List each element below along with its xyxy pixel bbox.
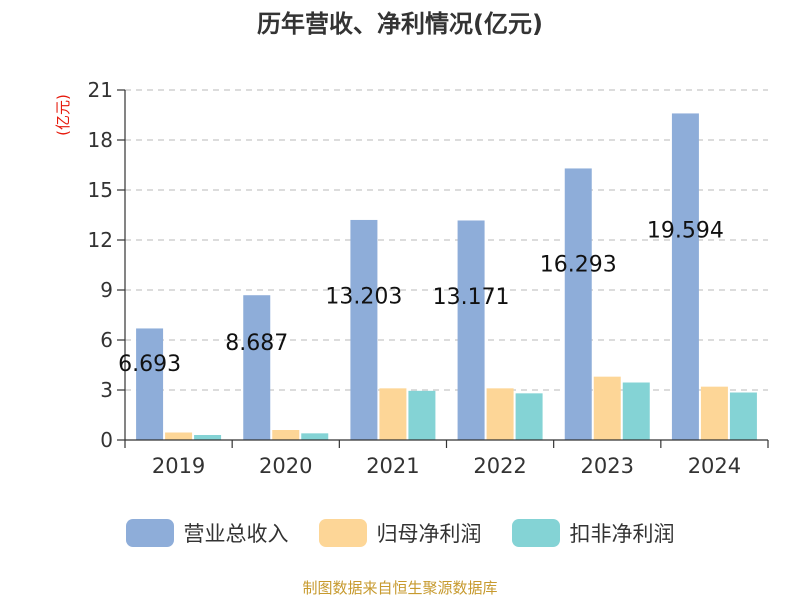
grid-lines [125,89,768,391]
bar-deducted-net-profit[interactable] [622,382,650,441]
y-tick-label: 18 [88,128,113,152]
x-tick-label: 2020 [259,454,312,478]
x-tick-label: 2021 [366,454,419,478]
data-label: 13.203 [325,285,402,310]
bar-deducted-net-profit[interactable] [515,393,543,440]
data-label: 8.687 [225,331,288,356]
bar-parent-net-profit[interactable] [272,430,300,440]
y-tick-label: 21 [88,78,113,102]
y-tick-label: 3 [100,378,113,402]
bar-parent-net-profit[interactable] [486,388,514,440]
bar-deducted-net-profit[interactable] [408,390,436,440]
x-tick-label: 2019 [152,454,205,478]
bar-revenue[interactable] [136,328,164,440]
y-axis-unit-label: (亿元) [54,94,72,136]
bar-parent-net-profit[interactable] [165,432,193,441]
legend: 营业总收入 归母净利润 扣非净利润 [0,518,800,548]
data-labels: 6.693 8.687 13.203 13.171 16.293 19.594 [118,219,724,377]
y-tick-label: 6 [100,328,113,352]
chart-title: 历年营收、净利情况(亿元) [257,10,543,38]
y-tick-label: 9 [100,278,113,302]
data-label: 19.594 [647,219,724,244]
legend-swatch-parent-net-profit [318,519,367,547]
x-tick-label: 2024 [688,454,741,478]
data-label: 6.693 [118,352,181,377]
data-label: 13.171 [433,285,510,310]
data-label: 16.293 [540,253,617,278]
y-tick-label: 15 [88,178,113,202]
legend-item-deducted-net-profit[interactable]: 扣非净利润 [511,518,675,548]
axes: 0 3 6 9 12 15 18 21 (亿元) 2019 2020 2021 2022 2023 2024 [54,78,769,478]
legend-swatch-deducted-net-profit [511,519,560,547]
bar-revenue[interactable] [671,113,699,440]
bar-parent-net-profit[interactable] [593,376,621,440]
legend-label-parent-net-profit: 归母净利润 [376,522,482,546]
bar-revenue[interactable] [350,219,378,440]
legend-swatch-revenue [125,519,174,547]
bar-deducted-net-profit[interactable] [729,392,757,441]
bar-revenue[interactable] [243,295,271,440]
bar-deducted-net-profit[interactable] [301,433,329,440]
bar-deducted-net-profit[interactable] [194,435,222,440]
legend-item-parent-net-profit[interactable]: 归母净利润 [318,518,482,548]
bar-revenue[interactable] [564,168,592,440]
x-tick-label: 2023 [581,454,634,478]
y-tick-label: 0 [100,428,113,452]
bar-revenue[interactable] [457,220,485,440]
source-note: 制图数据来自恒生聚源数据库 [302,579,498,597]
bar-parent-net-profit[interactable] [379,388,407,440]
bars [136,113,757,440]
legend-label-revenue: 营业总收入 [183,522,289,546]
x-tick-label: 2022 [473,454,526,478]
bar-parent-net-profit[interactable] [700,386,728,440]
y-tick-label: 12 [88,228,113,252]
legend-label-deducted-net-profit: 扣非净利润 [569,522,675,546]
legend-item-revenue[interactable]: 营业总收入 [125,518,289,548]
